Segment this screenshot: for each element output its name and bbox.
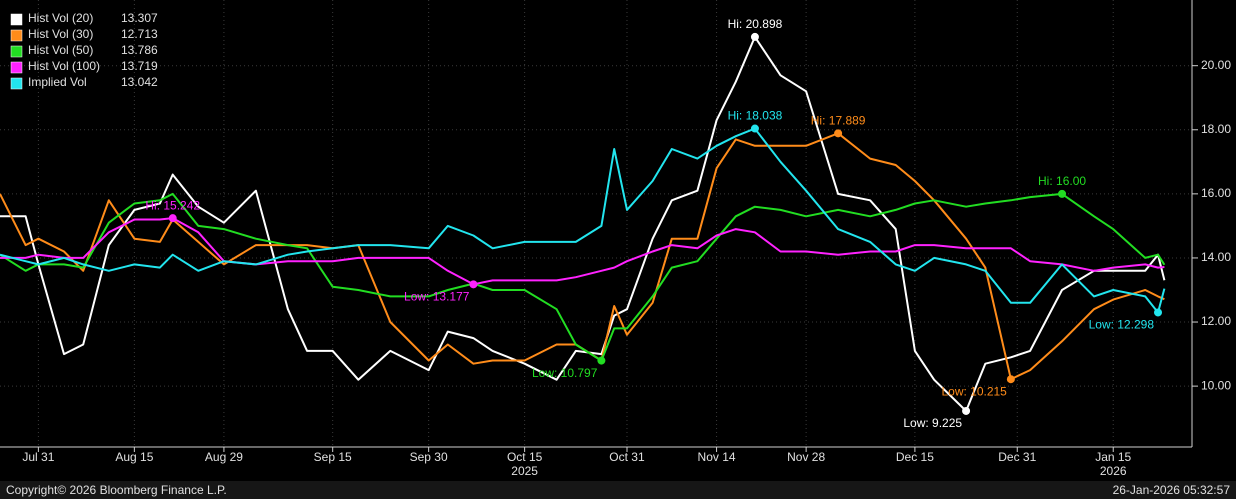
y-tick-label: 14.00	[1201, 250, 1231, 264]
x-tick-label: Nov 28	[787, 450, 825, 464]
annotation-marker	[1154, 308, 1163, 317]
y-tick-label: 12.00	[1201, 314, 1231, 328]
series-line	[0, 192, 1166, 362]
x-tick-label: Aug 29	[205, 450, 243, 464]
annotation-label: Hi: 20.898	[728, 17, 783, 31]
annotation-label: Hi: 17.889	[811, 114, 866, 128]
legend-swatch	[10, 61, 23, 74]
legend-label: Hist Vol (50)	[28, 43, 93, 57]
legend-value: 13.786	[121, 43, 158, 57]
annotation-label: Hi: 18.038	[728, 109, 783, 123]
annotation-label: Low: 9.225	[903, 416, 962, 430]
annotation-marker	[168, 214, 177, 223]
legend-value: 13.042	[121, 75, 158, 89]
footer-band	[0, 481, 1236, 499]
legend-swatch	[10, 13, 23, 26]
legend-label: Implied Vol	[28, 75, 87, 89]
annotation-label: Low: 12.298	[1089, 318, 1155, 332]
annotation-label: Hi: 16.00	[1038, 174, 1086, 188]
x-tick-label: Sep 30	[410, 450, 448, 464]
series-line	[0, 127, 1166, 314]
series-line	[0, 132, 1165, 381]
x-tick-label: Jan 15	[1095, 450, 1131, 464]
annotation-marker	[597, 356, 606, 365]
footer-timestamp: 26-Jan-2026 05:32:57	[1113, 483, 1231, 497]
annotation-label: Low: 10.797	[532, 366, 598, 380]
y-tick-label: 10.00	[1201, 378, 1231, 392]
y-tick-label: 16.00	[1201, 186, 1231, 200]
legend-value: 12.713	[121, 27, 158, 41]
x-tick-label: Dec 15	[896, 450, 934, 464]
annotation-label: Low: 10.215	[941, 384, 1007, 398]
legend-swatch	[10, 29, 23, 42]
x-tick-label: Dec 31	[998, 450, 1036, 464]
x-tick-label: Jul 31	[22, 450, 54, 464]
y-tick-label: 18.00	[1201, 122, 1231, 136]
annotation-marker	[834, 129, 843, 138]
legend-swatch	[10, 77, 23, 90]
footer-copyright: Copyright© 2026 Bloomberg Finance L.P.	[6, 483, 227, 497]
x-year-label: 2025	[511, 464, 538, 478]
y-tick-label: 20.00	[1201, 58, 1231, 72]
annotation-marker	[750, 32, 759, 41]
x-tick-label: Aug 15	[115, 450, 153, 464]
legend-label: Hist Vol (30)	[28, 27, 93, 41]
legend-swatch	[10, 45, 23, 58]
annotation-marker	[1006, 375, 1015, 384]
annotation-marker	[750, 124, 759, 133]
legend-label: Hist Vol (100)	[28, 59, 100, 73]
x-tick-label: Sep 15	[314, 450, 352, 464]
annotation-marker	[1058, 189, 1067, 198]
annotation-marker	[469, 280, 478, 289]
legend-value: 13.307	[121, 11, 158, 25]
x-year-label: 2026	[1100, 464, 1127, 478]
legend: Hist Vol (20) 13.307 Hist Vol (30) 12.713 Hi…	[10, 11, 158, 90]
series-line	[0, 217, 1165, 286]
x-tick-label: Oct 31	[609, 450, 645, 464]
legend-value: 13.719	[121, 59, 158, 73]
x-tick-label: Oct 15	[507, 450, 543, 464]
x-tick-label: Nov 14	[698, 450, 736, 464]
annotation-label: Low: 13.177	[404, 289, 470, 303]
annotation-marker	[962, 406, 971, 415]
legend-label: Hist Vol (20)	[28, 11, 93, 25]
annotation-label: Hi: 15.242	[145, 198, 200, 212]
